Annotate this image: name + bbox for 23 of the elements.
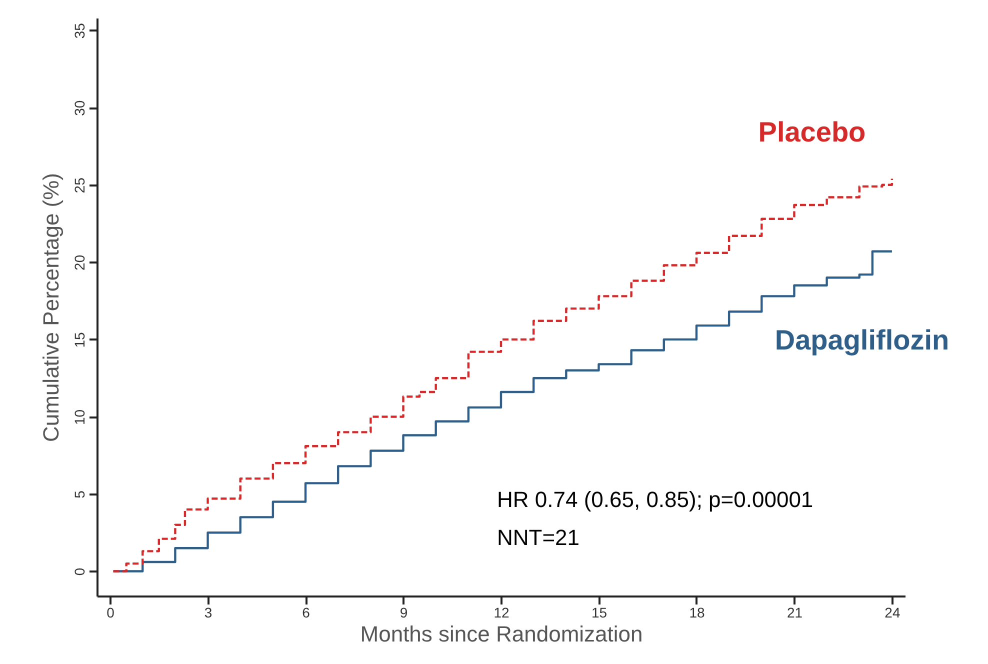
x-tick-label: 6 [302,604,310,620]
x-axis-title: Months since Randomization [360,622,643,646]
y-axis-title: Cumulative Percentage (%) [38,172,64,442]
x-tick-label: 21 [786,604,803,620]
x-tick-label: 24 [884,604,900,620]
series-label: Placebo [758,116,866,148]
x-tick-label: 15 [591,604,608,620]
y-tick-label: 20 [72,254,88,270]
annotation: NNT=21 [497,525,580,550]
y-tick-label: 0 [72,568,88,576]
annotation: HR 0.74 (0.65, 0.85); p=0.00001 [497,487,814,512]
x-tick-label: 18 [689,604,705,620]
y-tick-label: 35 [72,22,88,39]
x-tick-label: 3 [204,604,212,620]
y-tick-label: 10 [72,409,88,426]
x-tick-label: 9 [400,604,408,620]
y-tick-label: 25 [72,177,88,194]
series-label: Dapagliflozin [774,324,950,356]
y-tick-label: 5 [72,490,88,498]
y-tick-label: 30 [72,100,88,116]
x-tick-label: 0 [106,604,115,620]
x-tick-label: 12 [494,604,510,620]
y-tick-label: 15 [72,332,88,348]
